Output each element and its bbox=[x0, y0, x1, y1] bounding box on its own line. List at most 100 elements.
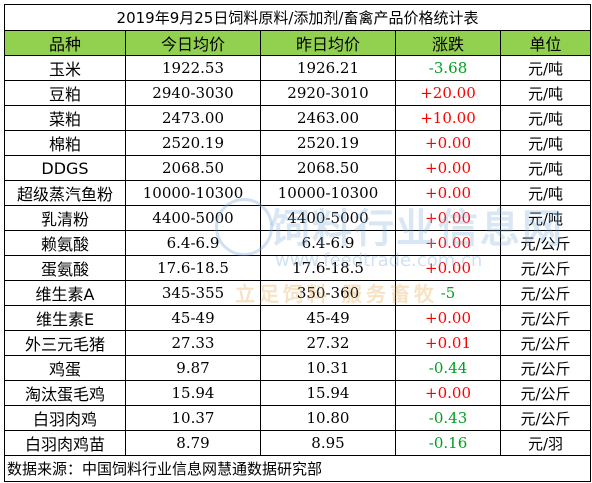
unit-cell: 元/吨 bbox=[499, 180, 592, 206]
variety-cell: 超级蒸汽鱼粉 bbox=[4, 180, 126, 206]
today-price-cell: 10.37 bbox=[125, 405, 261, 431]
price-table: 2019年9月25日饲料原料/添加剂/畜禽产品价格统计表 品种 今日均价 昨日均… bbox=[3, 4, 592, 482]
variety-cell: 棉粕 bbox=[4, 130, 126, 156]
change-cell: +0.01 bbox=[395, 330, 501, 356]
table-row: 维生素E 45-49 45-49 +0.00 元/公斤 bbox=[4, 305, 592, 331]
change-cell: +0.00 bbox=[395, 155, 501, 181]
yesterday-price-cell: 15.94 bbox=[260, 380, 396, 406]
change-cell: +20.00 bbox=[395, 80, 501, 106]
yesterday-price-cell: 8.95 bbox=[260, 430, 396, 456]
change-cell: +0.00 bbox=[395, 305, 501, 331]
unit-cell: 元/吨 bbox=[499, 80, 592, 106]
unit-cell: 元/公斤 bbox=[499, 305, 592, 331]
yesterday-price-cell: 45-49 bbox=[260, 305, 396, 331]
yesterday-price-cell: 10.31 bbox=[260, 355, 396, 381]
today-price-cell: 9.87 bbox=[125, 355, 261, 381]
unit-cell: 元/吨 bbox=[499, 155, 592, 181]
today-price-cell: 4400-5000 bbox=[125, 205, 261, 231]
header-row: 品种 今日均价 昨日均价 涨跌 单位 bbox=[4, 30, 592, 56]
change-cell: -0.44 bbox=[395, 355, 501, 381]
yesterday-price-cell: 17.6-18.5 bbox=[260, 255, 396, 281]
price-table-container: 2019年9月25日饲料原料/添加剂/畜禽产品价格统计表 品种 今日均价 昨日均… bbox=[3, 4, 592, 482]
unit-cell: 元/公斤 bbox=[499, 280, 592, 306]
header-today-price: 今日均价 bbox=[125, 30, 261, 56]
change-cell: -3.68 bbox=[395, 55, 501, 81]
unit-cell: 元/公斤 bbox=[499, 355, 592, 381]
table-row: 赖氨酸 6.4-6.9 6.4-6.9 +0.00 元/公斤 bbox=[4, 230, 592, 256]
unit-cell: 元/吨 bbox=[499, 105, 592, 131]
title-row: 2019年9月25日饲料原料/添加剂/畜禽产品价格统计表 bbox=[3, 4, 592, 31]
yesterday-price-cell: 2463.00 bbox=[260, 105, 396, 131]
today-price-cell: 27.33 bbox=[125, 330, 261, 356]
variety-cell: 外三元毛猪 bbox=[4, 330, 126, 356]
variety-cell: 白羽肉鸡 bbox=[4, 405, 126, 431]
yesterday-price-cell: 4400-5000 bbox=[260, 205, 396, 231]
unit-cell: 元/公斤 bbox=[499, 255, 592, 281]
table-row: 蛋氨酸 17.6-18.5 17.6-18.5 +0.00 元/公斤 bbox=[4, 255, 592, 281]
variety-cell: 赖氨酸 bbox=[4, 230, 126, 256]
today-price-cell: 1922.53 bbox=[125, 55, 261, 81]
variety-cell: DDGS bbox=[4, 155, 126, 181]
header-unit: 单位 bbox=[499, 30, 592, 56]
yesterday-price-cell: 27.32 bbox=[260, 330, 396, 356]
unit-cell: 元/吨 bbox=[499, 55, 592, 81]
variety-cell: 白羽肉鸡苗 bbox=[4, 430, 126, 456]
yesterday-price-cell: 2520.19 bbox=[260, 130, 396, 156]
variety-cell: 菜粕 bbox=[4, 105, 126, 131]
yesterday-price-cell: 6.4-6.9 bbox=[260, 230, 396, 256]
data-source-note: 数据来源：中国饲料行业信息网慧通数据研究部 bbox=[3, 455, 592, 482]
header-yesterday-price: 昨日均价 bbox=[260, 30, 396, 56]
variety-cell: 维生素E bbox=[4, 305, 126, 331]
table-row: 外三元毛猪 27.33 27.32 +0.01 元/公斤 bbox=[4, 330, 592, 356]
today-price-cell: 2068.50 bbox=[125, 155, 261, 181]
table-row: 维生素A 345-355 350-360 -5 元/公斤 bbox=[4, 280, 592, 306]
table-row: 淘汰蛋毛鸡 15.94 15.94 +0.00 元/公斤 bbox=[4, 380, 592, 406]
variety-cell: 蛋氨酸 bbox=[4, 255, 126, 281]
change-cell: +0.00 bbox=[395, 130, 501, 156]
variety-cell: 豆粕 bbox=[4, 80, 126, 106]
unit-cell: 元/公斤 bbox=[499, 380, 592, 406]
change-cell: +0.00 bbox=[395, 380, 501, 406]
table-title: 2019年9月25日饲料原料/添加剂/畜禽产品价格统计表 bbox=[3, 4, 592, 31]
change-cell: +0.00 bbox=[395, 255, 501, 281]
today-price-cell: 2940-3030 bbox=[125, 80, 261, 106]
unit-cell: 元/公斤 bbox=[499, 330, 592, 356]
today-price-cell: 17.6-18.5 bbox=[125, 255, 261, 281]
table-row: 乳清粉 4400-5000 4400-5000 +0.00 元/吨 bbox=[4, 205, 592, 231]
yesterday-price-cell: 2068.50 bbox=[260, 155, 396, 181]
yesterday-price-cell: 10000-10300 bbox=[260, 180, 396, 206]
table-row: 白羽肉鸡 10.37 10.80 -0.43 元/公斤 bbox=[4, 405, 592, 431]
today-price-cell: 15.94 bbox=[125, 380, 261, 406]
today-price-cell: 2473.00 bbox=[125, 105, 261, 131]
variety-cell: 鸡蛋 bbox=[4, 355, 126, 381]
today-price-cell: 10000-10300 bbox=[125, 180, 261, 206]
table-row: 超级蒸汽鱼粉 10000-10300 10000-10300 +0.00 元/吨 bbox=[4, 180, 592, 206]
today-price-cell: 8.79 bbox=[125, 430, 261, 456]
today-price-cell: 6.4-6.9 bbox=[125, 230, 261, 256]
header-variety: 品种 bbox=[4, 30, 126, 56]
today-price-cell: 45-49 bbox=[125, 305, 261, 331]
unit-cell: 元/公斤 bbox=[499, 230, 592, 256]
unit-cell: 元/吨 bbox=[499, 130, 592, 156]
yesterday-price-cell: 10.80 bbox=[260, 405, 396, 431]
table-row: 菜粕 2473.00 2463.00 +10.00 元/吨 bbox=[4, 105, 592, 131]
yesterday-price-cell: 1926.21 bbox=[260, 55, 396, 81]
table-row: 玉米 1922.53 1926.21 -3.68 元/吨 bbox=[4, 55, 592, 81]
today-price-cell: 2520.19 bbox=[125, 130, 261, 156]
variety-cell: 维生素A bbox=[4, 280, 126, 306]
unit-cell: 元/公斤 bbox=[499, 405, 592, 431]
variety-cell: 淘汰蛋毛鸡 bbox=[4, 380, 126, 406]
change-cell: +0.00 bbox=[395, 180, 501, 206]
change-cell: -0.43 bbox=[395, 405, 501, 431]
table-row: 豆粕 2940-3030 2920-3010 +20.00 元/吨 bbox=[4, 80, 592, 106]
unit-cell: 元/羽 bbox=[499, 430, 592, 456]
change-cell: -5 bbox=[395, 280, 501, 306]
source-row: 数据来源：中国饲料行业信息网慧通数据研究部 bbox=[3, 455, 592, 482]
yesterday-price-cell: 2920-3010 bbox=[260, 80, 396, 106]
header-change: 涨跌 bbox=[395, 30, 501, 56]
change-cell: -0.16 bbox=[395, 430, 501, 456]
variety-cell: 乳清粉 bbox=[4, 205, 126, 231]
change-cell: +0.00 bbox=[395, 230, 501, 256]
table-row: 棉粕 2520.19 2520.19 +0.00 元/吨 bbox=[4, 130, 592, 156]
table-row: 鸡蛋 9.87 10.31 -0.44 元/公斤 bbox=[4, 355, 592, 381]
